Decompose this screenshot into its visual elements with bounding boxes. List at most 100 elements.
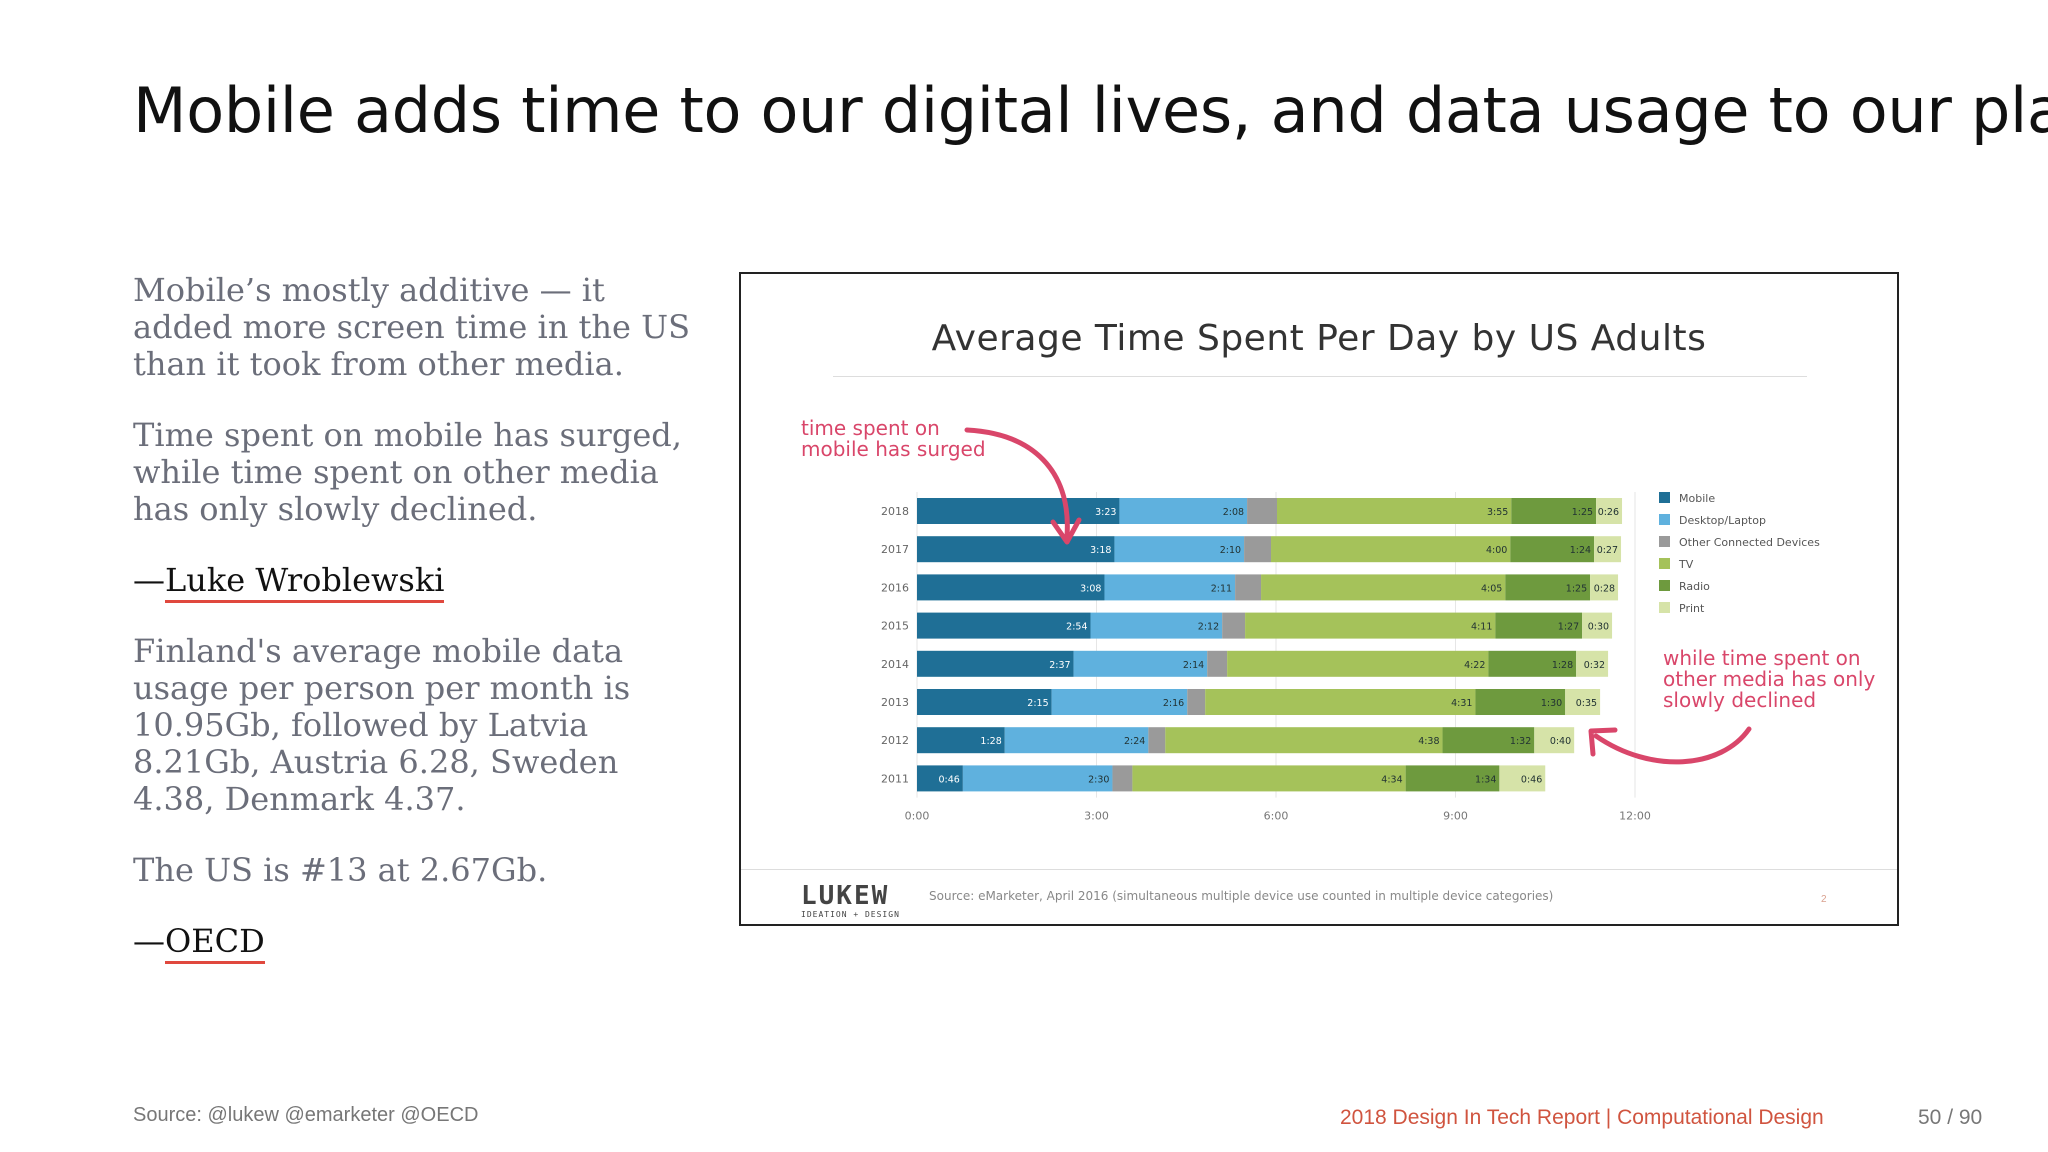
logo-tagline: IDEATION + DESIGN [801,910,900,919]
bar-segment-mobile [917,689,1052,715]
attribution-oecd: —OECD [133,922,693,964]
y-tick-label: 2018 [881,505,909,518]
data-label: 3:18 [1090,545,1111,556]
bar-segment-tv [1205,689,1476,715]
data-label: 1:25 [1572,507,1593,518]
data-label: 4:11 [1471,622,1492,633]
data-label: 1:30 [1541,698,1562,709]
bar-segment-radio [1505,574,1591,601]
paragraph-additive: Mobile’s mostly additive — it added more… [133,271,690,383]
data-label: 0:40 [1550,736,1571,747]
bar-segment-tv [1276,498,1512,524]
bar-segment-mobile [917,727,1005,754]
bar-segment-desktop-laptop [1073,650,1208,677]
annotation-other-declined: while time spent on other media has only… [1663,648,1875,711]
annotation-line: other media has only [1663,667,1876,691]
bar-segment-print [1565,689,1601,715]
x-tick-label: 12:00 [1619,810,1651,823]
bar-segment-mobile [917,765,963,792]
data-label: 1:32 [1510,736,1531,747]
footer-report-title[interactable]: 2018 Design In Tech Report | Computation… [1340,1106,1824,1129]
data-label: 2:16 [1163,698,1184,709]
bar-segment-other-connected-devices [1244,536,1272,563]
bar-segment-radio [1488,650,1577,677]
data-label: 1:28 [1552,660,1573,671]
bar-segment-radio [1405,765,1500,792]
y-tick-label: 2011 [881,772,909,785]
bar-segment-desktop-laptop [1114,536,1245,563]
bar-segment-radio [1475,689,1566,715]
bar-segment-radio [1511,498,1597,524]
data-label: 1:24 [1570,545,1591,556]
bar-segment-other-connected-devices [1235,574,1262,601]
data-label: 4:22 [1464,660,1485,671]
y-tick-label: 2013 [881,696,909,709]
attribution-lukew: —Luke Wroblewski [133,561,693,603]
data-label: 0:35 [1576,698,1597,709]
title-divider [833,376,1807,377]
legend-label: TV [1678,558,1694,571]
legend-swatch [1659,514,1670,525]
data-label: 2:37 [1049,660,1070,671]
data-label: 0:27 [1597,545,1618,556]
bar-segment-desktop-laptop [1090,612,1223,639]
legend-label: Radio [1679,580,1710,593]
annotation-arrow-top [964,427,1070,539]
bar-segment-mobile [917,498,1120,524]
data-label: 2:12 [1198,622,1219,633]
left-column: Mobile’s mostly additive — it added more… [133,272,693,994]
chart-page-number: 2 [1821,894,1827,905]
footer-page-number: 50 / 90 [1918,1106,1983,1129]
bar-segment-other-connected-devices [1207,650,1228,677]
annotation-arrow-top-head [1050,517,1082,545]
bar-segment-mobile [917,612,1091,639]
data-label: 2:08 [1223,507,1244,518]
bar-segment-desktop-laptop [962,765,1113,792]
y-tick-label: 2016 [881,581,909,594]
bar-segment-print [1534,727,1575,754]
attribution-dash: — [133,922,165,960]
paragraph-us: The US is #13 at 2.67Gb. [133,851,548,889]
bar-segment-tv [1271,536,1511,563]
lukew-link[interactable]: Luke Wroblewski [165,561,445,603]
bar-segment-tv [1261,574,1506,601]
y-tick-label: 2017 [881,543,909,556]
annotation-line: time spent on [801,416,940,440]
legend-swatch [1659,580,1670,591]
bar-segment-other-connected-devices [1148,727,1166,754]
stacked-bar-chart: 0:00 3:00 6:00 9:00 12:00 2018 3:23 2:08 3:55 1:… [881,427,1820,823]
data-label: 4:31 [1451,698,1472,709]
bar-segment-other-connected-devices [1187,689,1206,715]
bar-segment-print [1594,536,1622,563]
annotation-line: mobile has surged [801,437,986,461]
legend-label: Mobile [1679,492,1715,505]
bar-segment-print [1596,498,1623,524]
annotation-mobile-surged: time spent on mobile has surged [801,418,986,460]
x-tick-label: 3:00 [1084,810,1109,823]
chart-title: Average Time Spent Per Day by US Adults [931,318,1707,359]
data-label: 0:46 [939,774,960,785]
bar-segment-other-connected-devices [1112,765,1133,792]
data-label: 0:28 [1594,583,1615,594]
data-label: 0:26 [1598,507,1619,518]
data-label: 0:46 [1521,774,1542,785]
bar-segment-tv [1165,727,1443,754]
y-tick-label: 2012 [881,734,909,747]
data-label: 2:10 [1220,545,1241,556]
data-label: 0:32 [1584,660,1605,671]
bar-segment-desktop-laptop [1051,689,1188,715]
data-label: 2:24 [1124,736,1145,747]
footer-divider [741,869,1897,870]
legend-label: Other Connected Devices [1679,536,1820,549]
annotation-line: slowly declined [1663,688,1817,712]
legend-label: Print [1679,602,1705,615]
bar-segment-tv [1227,650,1489,677]
legend-swatch [1659,536,1670,547]
lukew-logo: LUKEW IDEATION + DESIGN [801,883,916,919]
x-tick-label: 0:00 [905,810,930,823]
oecd-link[interactable]: OECD [165,922,265,964]
data-label: 0:30 [1588,622,1609,633]
legend-swatch [1659,602,1670,613]
bar-segment-tv [1132,765,1406,792]
data-label: 3:55 [1487,507,1508,518]
